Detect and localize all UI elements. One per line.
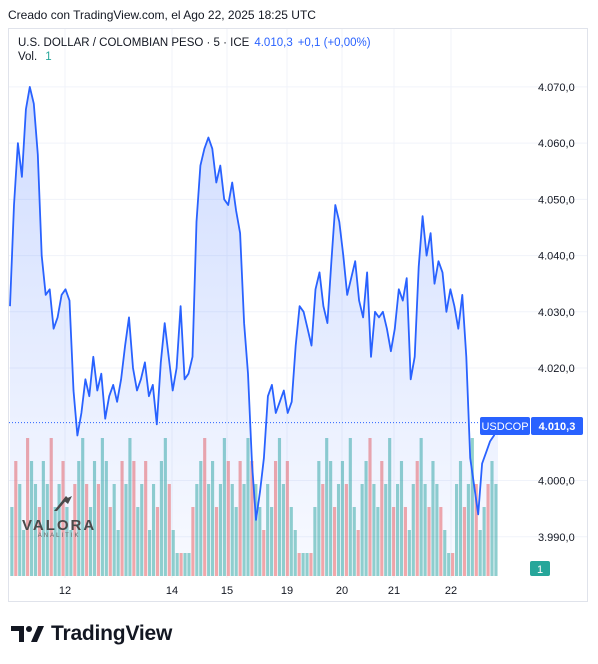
valora-watermark: VALORA ANALITIK — [22, 494, 96, 539]
ticker-badge-bg — [480, 417, 530, 435]
volume-legend: Vol. 1 — [18, 51, 52, 63]
symbol-label: U.S. DOLLAR / COLOMBIAN PESO · 5 · ICE — [18, 37, 250, 49]
x-tick-label: 12 — [59, 585, 71, 597]
watermark-sub: ANALITIK — [37, 533, 81, 539]
price-line — [9, 86, 499, 521]
price-badge: USDCOP 4.010,3 — [480, 417, 583, 435]
y-tick-label: 4.040,0 — [538, 251, 575, 263]
price-badge-text: 4.010,3 — [539, 421, 576, 433]
volume-value: 1 — [45, 51, 52, 63]
x-tick-label: 19 — [281, 585, 293, 597]
price-badge-bg — [531, 417, 583, 435]
x-tick-label: 14 — [166, 585, 178, 597]
chart-legend: U.S. DOLLAR / COLOMBIAN PESO · 5 · ICE 4.… — [18, 35, 371, 51]
price-area — [10, 86, 498, 577]
x-tick-label: 15 — [221, 585, 233, 597]
ticker-badge-text: USDCOP — [481, 421, 528, 433]
x-tick-label: 20 — [336, 585, 348, 597]
volume-label: Vol. — [18, 51, 38, 63]
y-tick-label: 4.070,0 — [538, 82, 575, 94]
y-tick-label: 4.030,0 — [538, 307, 575, 319]
legend-price: 4.010,3 — [254, 37, 293, 49]
chart-caption: Creado con TradingView.com, el Ago 22, 2… — [8, 8, 316, 22]
volume-badge-bg — [530, 561, 550, 576]
volume-badge-text: 1 — [537, 564, 543, 576]
y-tick-label: 4.020,0 — [538, 363, 575, 375]
legend-change: +0,1 (+0,00%) — [297, 37, 371, 49]
x-tick-label: 21 — [388, 585, 400, 597]
x-tick-label: 22 — [445, 585, 457, 597]
volume-badge: 1 — [530, 561, 550, 576]
y-axis: 4.070,0 4.060,0 4.050,0 4.040,0 4.030,0 4.020… — [538, 82, 575, 544]
x-axis: 12 14 15 19 20 21 22 — [59, 585, 457, 597]
watermark-name: VALORA — [22, 517, 97, 534]
brand-name: TradingView — [51, 622, 173, 645]
y-tick-label: 4.050,0 — [538, 194, 575, 206]
y-tick-label: 4.060,0 — [538, 138, 575, 150]
y-tick-label: 4.000,0 — [538, 476, 575, 488]
y-tick-label: 3.990,0 — [538, 532, 575, 544]
tradingview-brand[interactable]: TradingView — [11, 622, 172, 646]
tradingview-logo-icon — [11, 626, 44, 642]
chart-frame — [8, 28, 588, 602]
valora-logo-icon — [54, 496, 73, 511]
